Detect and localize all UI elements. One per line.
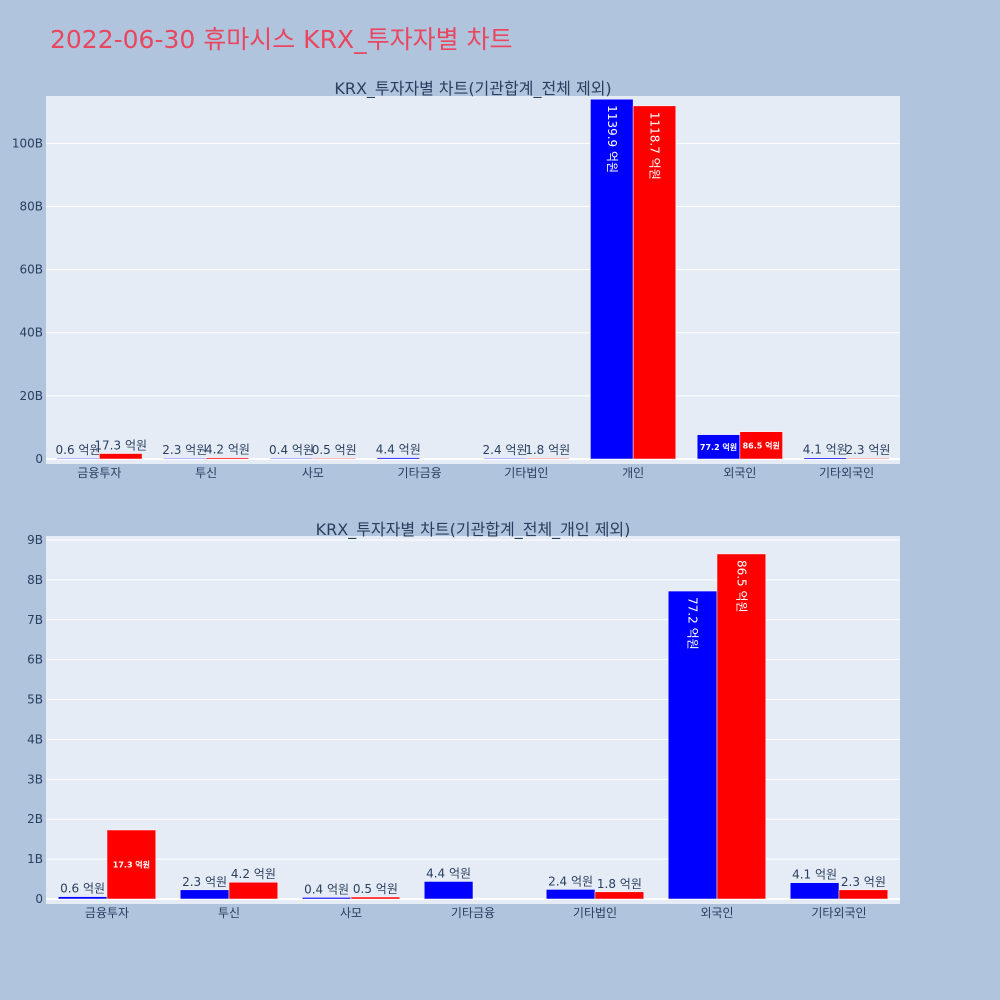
x-tick-label: 기타금융: [451, 906, 495, 920]
y-tick-label: 20B: [19, 389, 43, 403]
data-label: 1.8 억원: [525, 443, 570, 457]
page-title: 2022-06-30 휴마시스 KRX_투자자별 차트: [50, 25, 513, 54]
bar: [739, 431, 783, 460]
bar: [838, 889, 889, 900]
bar: [205, 457, 250, 460]
x-tick-label: 사모: [340, 906, 362, 920]
data-label: 2.3 억원: [841, 875, 886, 889]
y-tick-label: 40B: [19, 326, 43, 340]
x-tick-label: 기타금융: [398, 466, 442, 480]
data-label: 0.5 억원: [353, 882, 398, 896]
data-label: 1.8 억원: [597, 877, 642, 891]
y-tick-label: 3B: [27, 772, 43, 786]
bar: [56, 457, 100, 460]
data-label: 17.3 억원: [113, 859, 150, 869]
x-tick-label: 외국인: [723, 466, 756, 480]
y-tick-label: 1B: [27, 852, 43, 866]
data-label: 2.3 억원: [182, 875, 227, 889]
bar: [99, 453, 143, 460]
bar: [228, 881, 279, 900]
data-label: 4.2 억원: [231, 867, 276, 881]
x-tick-label: 금융투자: [77, 466, 121, 480]
bar: [803, 457, 847, 460]
data-label: 0.5 억원: [312, 443, 357, 457]
y-tick-label: 5B: [27, 693, 43, 707]
data-label: 4.4 억원: [376, 443, 421, 457]
bar: [789, 882, 840, 900]
data-label: 2.4 억원: [483, 443, 528, 457]
bar: [301, 897, 352, 900]
data-label: 86.5 억원: [734, 560, 748, 613]
bar: [312, 457, 356, 460]
data-label: 4.1 억원: [803, 443, 848, 457]
x-tick-label: 기타법인: [573, 906, 617, 920]
y-tick-label: 8B: [27, 573, 43, 587]
data-label: 17.3 억원: [94, 439, 147, 453]
bar: [269, 457, 314, 460]
data-label: 2.4 억원: [548, 874, 593, 888]
bar: [57, 896, 108, 900]
y-tick-label: 0: [35, 892, 43, 906]
data-label: 0.4 억원: [304, 882, 349, 896]
data-label: 4.1 억원: [792, 868, 837, 882]
chart-title: KRX_투자자별 차트(기관합계_전체_개인 제외): [316, 520, 631, 540]
data-label: 2.3 억원: [845, 443, 890, 457]
x-tick-label: 개인: [622, 466, 644, 480]
data-label: 0.4 억원: [269, 443, 314, 457]
y-tick-label: 7B: [27, 613, 43, 627]
bar: [106, 829, 157, 900]
x-tick-label: 기타법인: [504, 466, 548, 480]
data-label: 1139.9 억원: [605, 105, 619, 173]
bar: [545, 889, 596, 900]
bar: [350, 896, 401, 900]
x-tick-label: 투신: [195, 466, 217, 480]
x-tick-label: 사모: [302, 466, 324, 480]
y-tick-label: 100B: [12, 136, 43, 150]
y-tick-label: 0: [35, 452, 43, 466]
bar: [376, 457, 420, 460]
bar: [846, 457, 890, 460]
bar: [632, 105, 677, 460]
data-label: 77.2 억원: [686, 597, 700, 650]
x-tick-label: 외국인: [700, 906, 733, 920]
bar: [667, 590, 718, 900]
y-tick-label: 2B: [27, 812, 43, 826]
data-label: 0.6 억원: [56, 443, 101, 457]
chart-title: KRX_투자자별 차트(기관합계_전체 제외): [334, 79, 611, 99]
x-tick-label: 금융투자: [85, 906, 129, 920]
bar: [423, 881, 474, 900]
data-label: 4.2 억원: [205, 443, 250, 457]
data-label: 2.3 억원: [162, 443, 207, 457]
bar: [716, 553, 767, 900]
y-tick-label: 4B: [27, 732, 43, 746]
data-label: 1118.7 억원: [647, 112, 661, 180]
x-tick-label: 기타외국인: [811, 906, 866, 920]
plot-area-2: [46, 536, 900, 904]
y-tick-label: 9B: [27, 533, 43, 547]
data-label: 86.5 억원: [743, 440, 780, 450]
data-label: 77.2 억원: [700, 442, 737, 452]
bar: [594, 891, 645, 900]
y-tick-label: 60B: [19, 263, 43, 277]
bar: [483, 457, 527, 460]
x-tick-label: 투신: [218, 906, 240, 920]
bar: [590, 98, 634, 460]
y-tick-label: 6B: [27, 653, 43, 667]
data-label: 0.6 억원: [60, 882, 105, 896]
bar: [526, 457, 570, 460]
bar: [163, 457, 207, 460]
x-tick-label: 기타외국인: [819, 466, 874, 480]
data-label: 4.4 억원: [426, 866, 471, 880]
bar: [179, 889, 230, 900]
plot-area-1: [46, 96, 900, 464]
y-tick-label: 80B: [19, 199, 43, 213]
